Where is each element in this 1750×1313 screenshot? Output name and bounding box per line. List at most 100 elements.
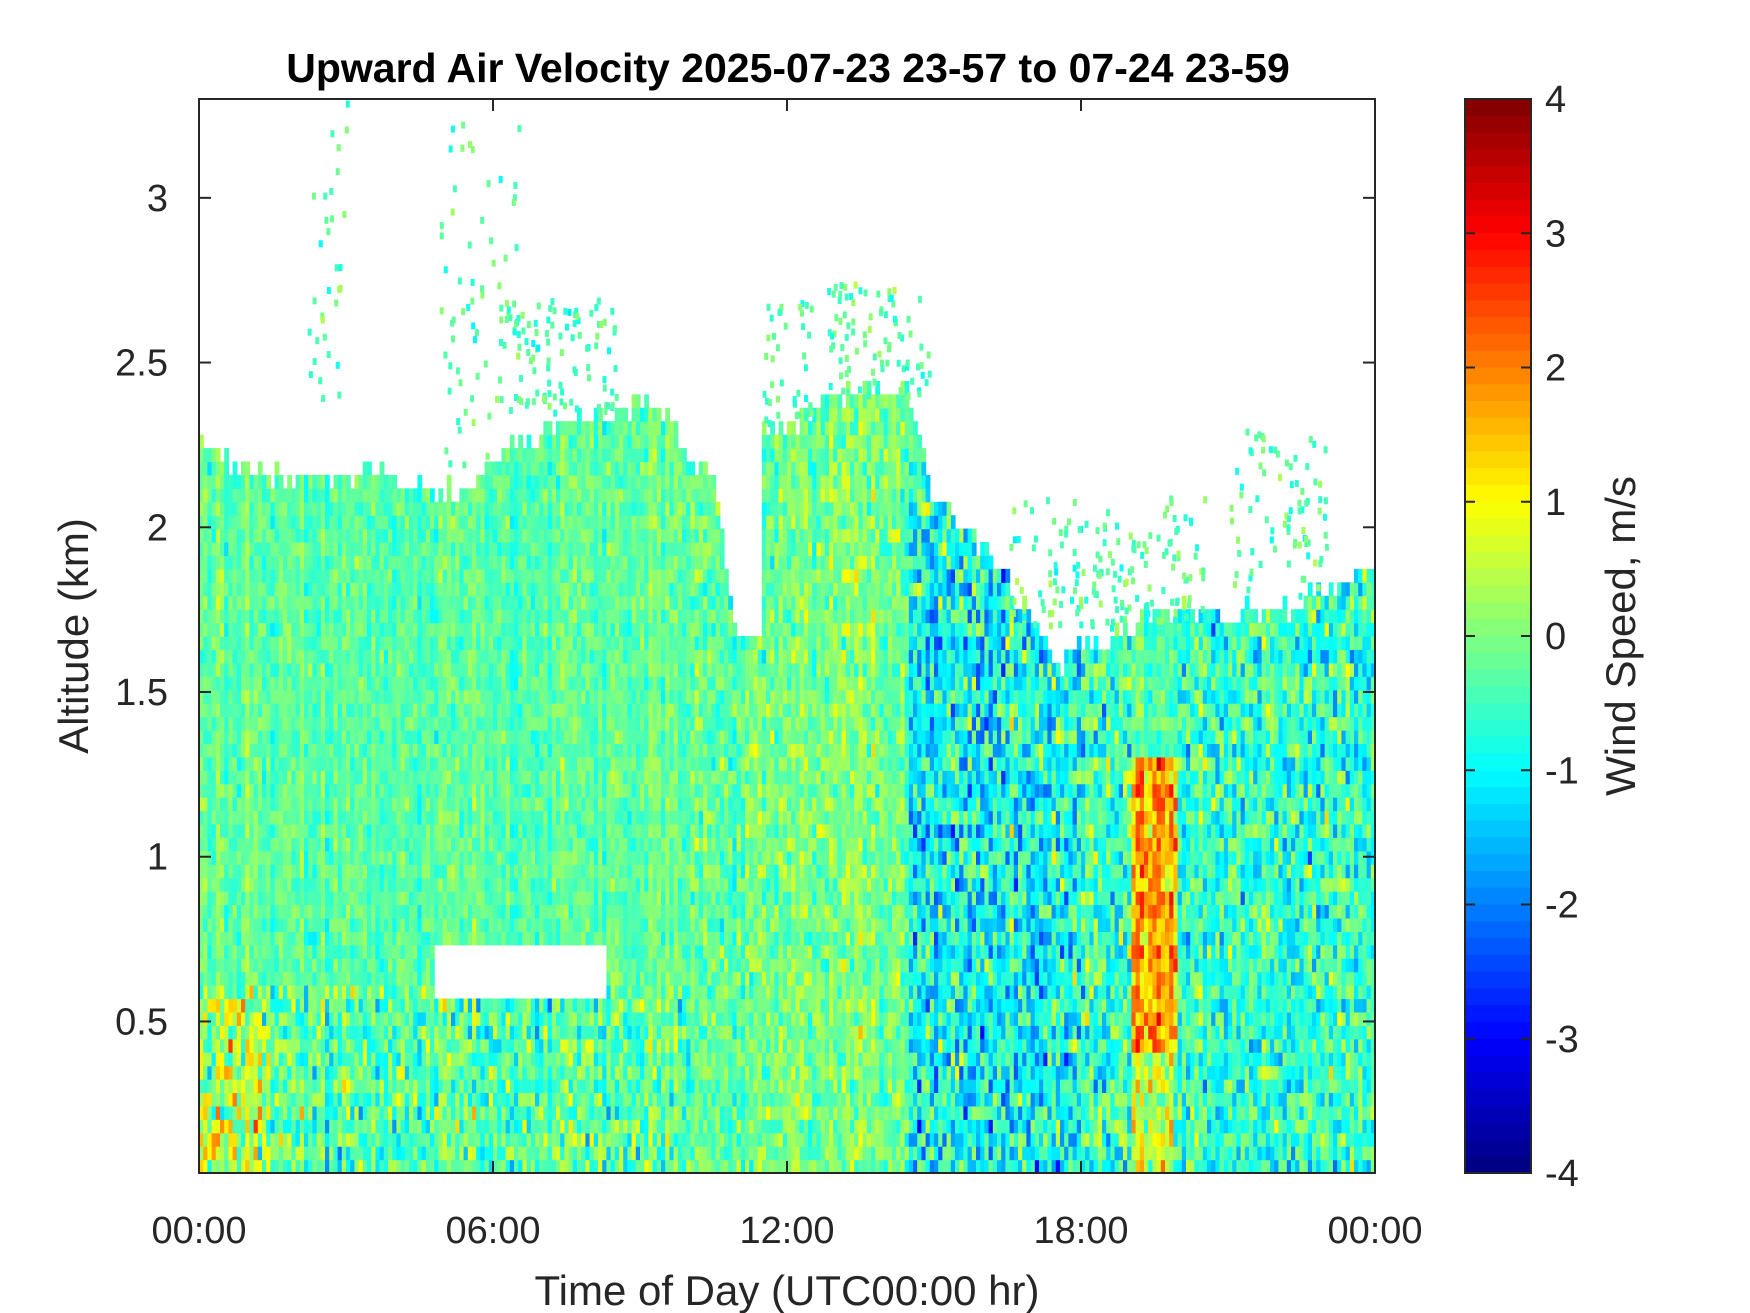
heatmap-cell — [274, 891, 280, 906]
heatmap-cell — [438, 729, 444, 745]
heatmap-cell — [228, 1079, 234, 1094]
heatmap-cell — [283, 891, 288, 906]
heatmap-cell — [539, 542, 544, 557]
heatmap-cell — [476, 998, 481, 1013]
heatmap-cell — [556, 743, 561, 758]
heatmap-cell — [341, 542, 347, 557]
heatmap-cell — [392, 850, 397, 865]
heatmap-cell — [253, 743, 259, 758]
heatmap-cell — [392, 783, 397, 798]
heatmap-cell — [463, 488, 469, 503]
heatmap-cell — [577, 474, 582, 489]
heatmap-cell — [526, 850, 532, 865]
heatmap-cell — [602, 1132, 607, 1147]
heatmap-cell — [518, 1065, 523, 1080]
heatmap-cell — [232, 662, 238, 677]
heatmap-cell — [325, 971, 330, 986]
heatmap-cell — [560, 797, 565, 812]
heatmap-cell — [581, 461, 586, 476]
heatmap-cell — [396, 1146, 402, 1161]
heatmap-cell — [463, 770, 469, 785]
heatmap-cell — [316, 622, 322, 637]
heatmap-cell — [547, 783, 553, 798]
heatmap-cell — [236, 837, 242, 852]
heatmap-cell — [409, 891, 414, 906]
heatmap-cell — [581, 555, 586, 570]
heatmap-cell — [245, 1092, 250, 1107]
heatmap-cell — [211, 676, 217, 691]
heatmap-cell — [530, 542, 536, 557]
heatmap-cell — [383, 985, 389, 1000]
heatmap-cell — [241, 689, 246, 704]
heatmap-cell — [484, 1038, 490, 1053]
heatmap-cell — [211, 917, 217, 932]
heatmap-cell — [316, 689, 322, 704]
heatmap-cell — [312, 528, 318, 543]
heatmap-cell — [509, 515, 515, 530]
heatmap-cell — [413, 528, 418, 543]
heatmap-cell — [476, 582, 481, 597]
heatmap-cell — [425, 703, 431, 718]
heatmap-cell — [581, 676, 586, 691]
heatmap-cell — [367, 689, 372, 704]
heatmap-cell — [337, 729, 343, 745]
heatmap-cell — [488, 904, 494, 919]
heatmap-cell — [220, 676, 225, 691]
heatmap-cell — [392, 1105, 397, 1120]
heatmap-cell — [228, 501, 234, 516]
heatmap-cell — [341, 595, 347, 610]
heatmap-cell — [304, 568, 309, 583]
heatmap-cell — [560, 743, 565, 758]
heatmap-cell — [438, 1025, 444, 1040]
heatmap-cell — [535, 998, 540, 1013]
heatmap-cell — [421, 1105, 427, 1120]
heatmap-cell — [434, 676, 439, 691]
heatmap-cell — [602, 609, 607, 624]
heatmap-cell — [400, 729, 406, 745]
heatmap-cell — [539, 1146, 544, 1161]
heatmap-cell — [203, 917, 208, 932]
heatmap-cell — [346, 1052, 351, 1067]
heatmap-cell — [354, 904, 360, 919]
heatmap-cell — [425, 1159, 431, 1174]
heatmap-cell — [417, 595, 423, 610]
heatmap-cell — [396, 528, 402, 543]
heatmap-cell — [526, 1092, 532, 1107]
heatmap-cell — [505, 1092, 511, 1107]
heatmap-cell — [484, 568, 490, 583]
heatmap-cell — [572, 917, 578, 932]
heatmap-cell — [572, 716, 578, 731]
heatmap-cell — [329, 595, 334, 610]
heatmap-cell — [480, 636, 486, 651]
heatmap-cell — [329, 904, 334, 919]
heatmap-cell — [383, 810, 389, 825]
heatmap-cell — [304, 729, 309, 745]
heatmap-cell — [539, 1065, 544, 1080]
heatmap-cell — [379, 1079, 385, 1094]
heatmap-cell — [455, 743, 460, 758]
heatmap-cell — [392, 729, 397, 745]
heatmap-cell — [371, 595, 376, 610]
heatmap-cell — [295, 582, 301, 597]
heatmap-cell — [526, 810, 532, 825]
heatmap-cell — [602, 1025, 607, 1040]
heatmap-cell — [497, 703, 502, 718]
heatmap-cell — [602, 1159, 607, 1174]
heatmap-cell — [480, 582, 486, 597]
heatmap-cell — [438, 1065, 444, 1080]
heatmap-cell — [493, 528, 498, 543]
heatmap-cell — [421, 1132, 427, 1147]
heatmap-cell — [350, 877, 355, 892]
heatmap-cell — [291, 756, 297, 771]
heatmap-cell — [274, 474, 280, 489]
heatmap-cell — [325, 1038, 330, 1053]
heatmap-cell — [291, 555, 297, 570]
heatmap-cell — [497, 1052, 502, 1067]
heatmap-cell — [535, 555, 540, 570]
heatmap-cell — [589, 555, 595, 570]
heatmap-cell — [581, 448, 586, 463]
heatmap-cell — [425, 568, 431, 583]
heatmap-cell — [320, 622, 326, 637]
heatmap-cell — [467, 676, 473, 691]
heatmap-cell — [228, 649, 234, 664]
